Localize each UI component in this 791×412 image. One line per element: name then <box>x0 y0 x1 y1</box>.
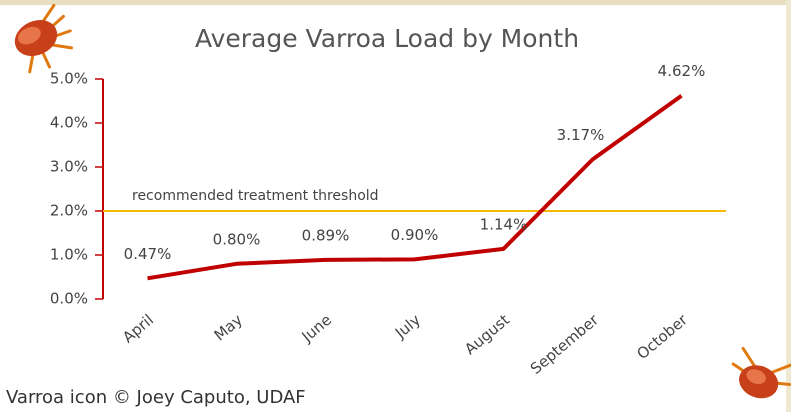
chart: Average Varroa Load by Month Varroa icon… <box>0 0 791 412</box>
top-strip <box>0 0 791 5</box>
data-label: 3.17% <box>557 126 605 144</box>
y-tick-label: 1.0% <box>50 246 88 264</box>
credit: Varroa icon © Joey Caputo, UDAF <box>6 387 306 408</box>
side-strip <box>786 0 791 412</box>
data-label: 0.90% <box>391 226 439 244</box>
x-tick-label: July <box>391 311 424 343</box>
threshold-label: recommended treatment threshold <box>132 188 379 204</box>
y-tick-label: 5.0% <box>50 70 88 88</box>
mite-icon <box>725 345 791 407</box>
y-tick-label: 2.0% <box>50 202 88 220</box>
y-tick-label: 4.0% <box>50 114 88 132</box>
page: Average Varroa Load by Month Varroa icon… <box>0 0 791 412</box>
x-tick-label: October <box>633 310 691 363</box>
x-tick-label: August <box>461 311 513 359</box>
x-tick-label: April <box>119 311 157 347</box>
chart-title: Average Varroa Load by Month <box>195 24 579 53</box>
data-label: 1.14% <box>480 215 528 233</box>
y-tick-label: 0.0% <box>50 290 88 308</box>
x-tick-label: May <box>211 311 246 345</box>
data-label: 0.80% <box>213 230 261 248</box>
mite-icon <box>7 4 81 77</box>
x-tick-label: June <box>298 311 335 346</box>
data-label: 0.47% <box>124 245 172 263</box>
x-tick-label: September <box>527 310 603 378</box>
y-tick-label: 3.0% <box>50 158 88 176</box>
data-label: 0.89% <box>302 226 350 244</box>
data-label: 4.62% <box>658 62 706 80</box>
